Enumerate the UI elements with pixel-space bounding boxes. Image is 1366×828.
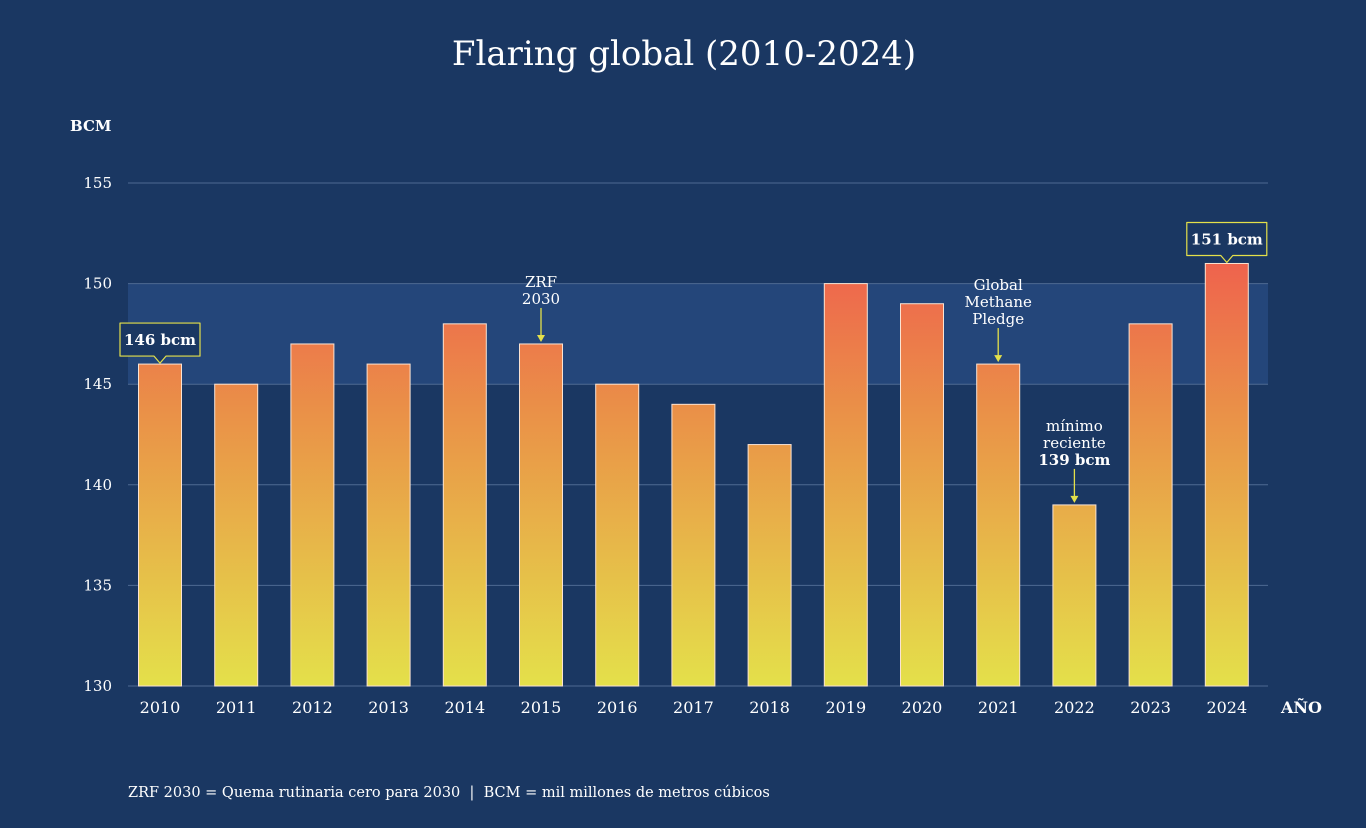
y-tick-label: 145 [83, 375, 112, 393]
callout-label: 146 bcm [124, 331, 196, 349]
x-tick-label: 2010 [140, 698, 181, 717]
bar [442, 323, 487, 687]
x-tick-label: 2016 [597, 698, 638, 717]
x-axis-ticks: 2010 2011 2012 2013 2014 2015 2016 2017 2018 2019… [140, 698, 1248, 717]
annotation-line: reciente [1043, 434, 1106, 452]
y-tick-label: 130 [83, 677, 112, 695]
bar [747, 444, 792, 687]
callout-box [119, 322, 201, 364]
x-tick-label: 2015 [521, 698, 562, 717]
annotation-line: 139 bcm [1038, 451, 1110, 469]
x-tick-label: 2019 [825, 698, 866, 717]
y-tick-label: 150 [83, 275, 112, 293]
bar [138, 363, 182, 687]
x-tick-label: 2021 [978, 698, 1019, 717]
x-tick-label: 2024 [1206, 698, 1247, 717]
callouts: 146 bcm 151 bcm [119, 221, 1268, 364]
bar [214, 383, 259, 687]
y-tick-label: 155 [83, 174, 112, 192]
chart-title: Flaring global (2010-2024) [452, 34, 916, 74]
annotation-arrow-head [537, 334, 545, 342]
footnote: ZRF 2030 = Quema rutinaria cero para 203… [128, 785, 770, 801]
x-tick-label: 2022 [1054, 698, 1095, 717]
bar [671, 403, 716, 687]
bar [900, 303, 944, 687]
bar [1128, 323, 1173, 687]
callout-label: 151 bcm [1191, 230, 1263, 248]
x-tick-label: 2012 [292, 698, 333, 717]
x-axis-label: AÑO [1280, 696, 1322, 717]
x-tick-label: 2013 [368, 698, 409, 717]
bars [138, 262, 1249, 687]
annotation-arrow-head [994, 355, 1003, 363]
bar [366, 363, 411, 687]
x-tick-label: 2023 [1130, 698, 1171, 717]
bar [290, 343, 335, 687]
y-axis-label: BCM [70, 117, 112, 135]
bar [823, 283, 868, 687]
y-tick-label: 140 [83, 476, 112, 494]
y-axis-ticks: 130 135 140 145 150 155 [83, 174, 112, 695]
bar [519, 343, 563, 687]
annotation-line: 2030 [522, 290, 560, 308]
annotation-line: Global [974, 276, 1023, 294]
bar [1204, 262, 1249, 687]
bar [976, 363, 1021, 687]
x-tick-label: 2014 [444, 698, 485, 717]
annotation-line: ZRF [525, 273, 557, 291]
annotation-line: Pledge [972, 310, 1024, 328]
x-tick-label: 2018 [749, 698, 790, 717]
y-tick-label: 135 [83, 576, 112, 594]
bar [1052, 504, 1097, 687]
annotation-arrow-head [1070, 495, 1079, 503]
x-tick-label: 2017 [673, 698, 714, 717]
bar [595, 383, 640, 687]
annotation-line: Methane [964, 293, 1032, 311]
callout-box [1186, 221, 1268, 264]
x-tick-label: 2011 [216, 698, 257, 717]
x-tick-label: 2020 [902, 698, 943, 717]
annotation-line: mínimo [1046, 417, 1103, 435]
